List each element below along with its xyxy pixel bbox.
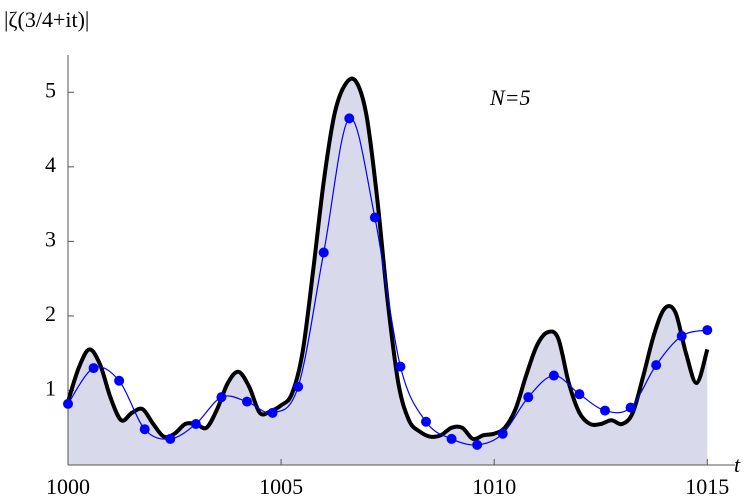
x-tick-label: 1005 <box>259 474 303 499</box>
x-tick-label: 1000 <box>46 474 90 499</box>
point <box>344 113 355 124</box>
point <box>574 389 585 400</box>
point <box>267 407 278 418</box>
point <box>242 396 253 407</box>
point <box>523 392 534 403</box>
x-tick-label: 1010 <box>472 474 516 499</box>
point <box>446 433 457 444</box>
x-tick-label: 1015 <box>685 474 729 499</box>
point <box>472 439 483 450</box>
point <box>676 331 687 342</box>
point <box>702 325 713 336</box>
point <box>63 398 73 409</box>
y-tick-label: 3 <box>45 226 56 251</box>
y-tick-label: 4 <box>45 152 56 177</box>
y-axis-label: |ζ(3/4+it)| <box>4 7 89 32</box>
point <box>625 402 636 413</box>
point <box>369 212 380 223</box>
point <box>497 428 508 439</box>
point <box>395 361 406 372</box>
point <box>651 360 662 371</box>
point <box>114 375 125 386</box>
annotation: N=5 <box>489 85 531 110</box>
point <box>216 392 227 403</box>
point <box>421 416 432 427</box>
point <box>88 363 99 374</box>
point <box>548 370 559 381</box>
point <box>139 424 150 435</box>
point <box>190 419 201 429</box>
y-tick-label: 2 <box>45 301 56 326</box>
area <box>68 78 708 465</box>
point <box>600 405 611 416</box>
point <box>293 381 304 392</box>
point <box>165 433 176 444</box>
y-tick-label: 5 <box>45 77 56 102</box>
series-line <box>67 117 708 446</box>
point <box>318 247 329 258</box>
y-tick-label: 1 <box>45 376 56 401</box>
x-axis-label: t <box>734 452 741 477</box>
